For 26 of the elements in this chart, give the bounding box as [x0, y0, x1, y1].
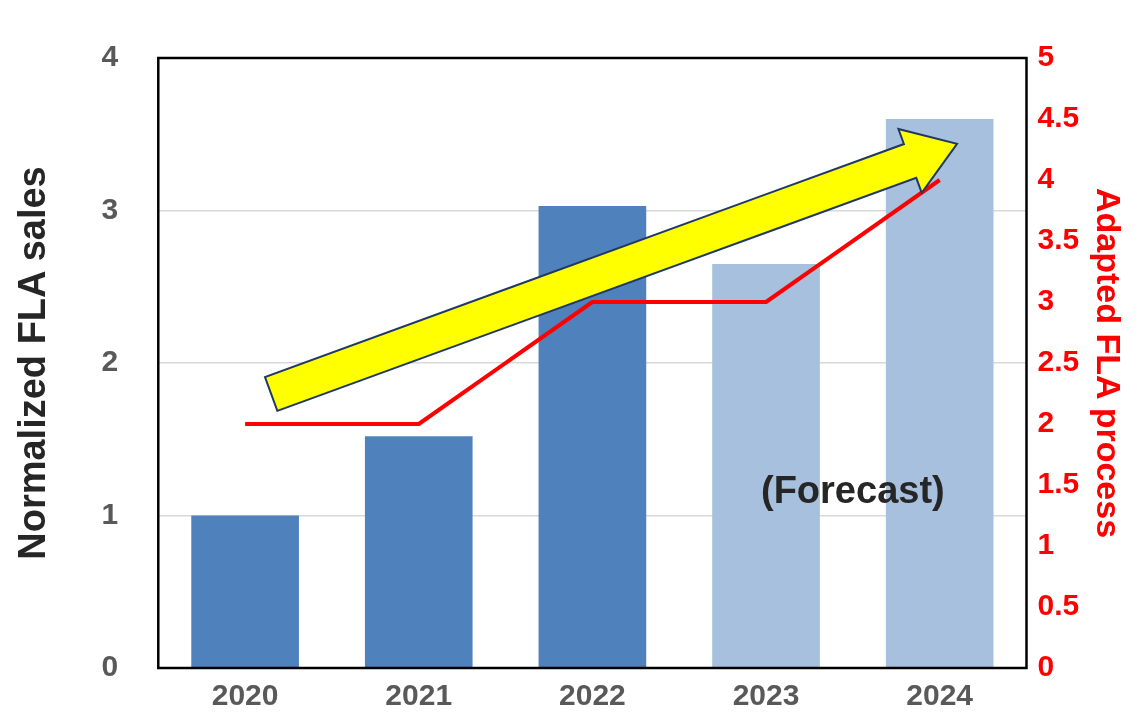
- y2-tick-label: 3.5: [1037, 222, 1080, 256]
- y2-axis-title: Adapted FLA process: [1090, 187, 1129, 539]
- y2-tick-label: 4.5: [1037, 100, 1080, 134]
- y2-tick-label: 5: [1037, 39, 1055, 73]
- x-tick-label: 2020: [211, 678, 279, 712]
- y-tick-label: 1: [101, 496, 119, 530]
- x-tick-label: 2024: [906, 678, 974, 712]
- y2-tick-label: 0.5: [1037, 588, 1080, 622]
- bar: [191, 515, 299, 668]
- y-tick-label: 2: [101, 344, 119, 378]
- y-axis-title: Normalized FLA sales: [11, 166, 54, 560]
- y2-tick-label: 1: [1037, 527, 1055, 561]
- y2-tick-label: 0: [1037, 649, 1055, 683]
- bar: [364, 436, 473, 668]
- x-tick-label: 2021: [385, 678, 453, 712]
- annotation: (Forecast): [760, 469, 945, 512]
- x-tick-label: 2022: [559, 678, 626, 712]
- y2-tick-label: 1.5: [1037, 466, 1080, 500]
- y-tick-label: 4: [101, 39, 119, 73]
- y2-tick-label: 4: [1037, 161, 1055, 195]
- y2-tick-label: 2: [1037, 405, 1055, 439]
- y2-tick-label: 2.5: [1037, 344, 1080, 378]
- x-tick-label: 2023: [732, 678, 800, 712]
- y2-tick-label: 3: [1037, 283, 1055, 317]
- y-tick-label: 0: [101, 649, 119, 683]
- y-tick-label: 3: [101, 191, 119, 225]
